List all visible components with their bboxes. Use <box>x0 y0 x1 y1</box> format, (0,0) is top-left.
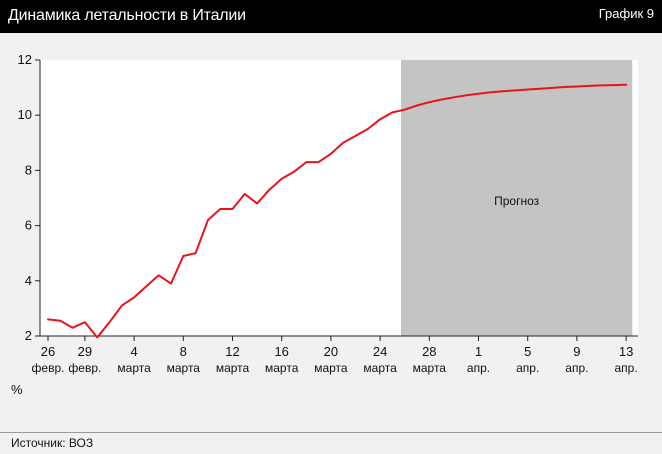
data-point <box>453 96 455 98</box>
y-tick-label: 2 <box>25 328 32 343</box>
data-point <box>219 208 221 210</box>
x-tick-label-day: 4 <box>130 344 137 359</box>
data-points <box>47 84 627 338</box>
data-point <box>539 88 541 90</box>
data-point <box>342 142 344 144</box>
x-tick-label-month: марта <box>413 361 447 375</box>
x-tick-label-month: марта <box>216 361 250 375</box>
chart-title: Динамика летальности в Италии <box>8 7 246 24</box>
data-point <box>108 321 111 323</box>
data-point <box>551 87 553 89</box>
data-point <box>465 94 467 96</box>
data-point <box>379 118 381 120</box>
data-point <box>527 88 529 91</box>
x-tick-label-month: марта <box>167 361 201 375</box>
data-point <box>564 86 566 88</box>
data-point <box>59 320 61 322</box>
data-point <box>268 189 270 191</box>
data-point <box>490 91 492 93</box>
data-point <box>318 161 320 163</box>
chart-header: Динамика летальности в Италии График 9 <box>0 0 662 33</box>
data-point <box>441 98 443 101</box>
data-point <box>121 305 123 307</box>
y-tick-label: 12 <box>18 52 32 67</box>
y-axis-unit: % <box>11 382 23 397</box>
x-tick-label-day: 5 <box>524 344 531 359</box>
data-point <box>47 318 49 321</box>
x-tick-label-day: 24 <box>373 344 387 359</box>
x-tick-label-day: 9 <box>573 344 580 359</box>
x-tick-label-month: марта <box>314 361 348 375</box>
x-tick-label-day: 16 <box>274 344 288 359</box>
data-point <box>207 219 209 221</box>
data-point <box>416 104 418 107</box>
x-tick-label-day: 20 <box>324 344 338 359</box>
data-point <box>502 90 504 92</box>
data-point <box>391 111 393 114</box>
data-point <box>195 252 197 254</box>
data-point <box>145 285 147 287</box>
y-axis-ticks: 2 4 6 8 10 12 <box>18 52 40 343</box>
data-point <box>244 193 246 195</box>
data-point <box>170 282 172 285</box>
data-point <box>367 128 369 130</box>
x-tick-label-day: 12 <box>225 344 239 359</box>
y-tick-label: 6 <box>25 218 32 233</box>
data-point <box>84 321 86 323</box>
x-tick-label-month: апр. <box>565 361 588 375</box>
x-tick-label-month: февр. <box>32 361 65 375</box>
y-tick-label: 8 <box>25 162 32 177</box>
footer-divider <box>0 432 662 433</box>
x-tick-label-day: 26 <box>41 344 55 359</box>
data-point <box>293 171 295 173</box>
x-tick-label-month: февр. <box>68 361 101 375</box>
data-point <box>72 327 74 329</box>
x-tick-label-month: апр. <box>615 361 638 375</box>
data-point <box>625 84 627 86</box>
data-point <box>576 85 578 88</box>
data-point <box>477 93 480 95</box>
data-point <box>600 84 603 86</box>
x-axis-ticks: 26 февр. 29 февр. 4 марта 8 марта 12 марта 16 марта… <box>32 336 638 375</box>
data-point <box>428 101 430 103</box>
mortality-rate-line <box>47 83 628 339</box>
x-tick-label-day: 29 <box>78 344 92 359</box>
data-point <box>133 296 135 298</box>
data-point <box>158 274 160 276</box>
data-point <box>330 153 332 155</box>
y-tick-label: 10 <box>18 107 32 122</box>
x-tick-label-day: 1 <box>475 344 482 359</box>
data-point <box>281 178 283 180</box>
data-point <box>354 135 357 137</box>
x-tick-label-month: марта <box>117 361 151 375</box>
data-point <box>404 109 406 111</box>
data-point <box>96 336 98 338</box>
data-point <box>182 255 184 257</box>
forecast-band <box>401 60 633 336</box>
data-point <box>256 202 258 205</box>
x-tick-label-day: 28 <box>422 344 436 359</box>
y-tick-label: 4 <box>25 273 32 288</box>
x-tick-label-month: марта <box>363 361 397 375</box>
data-point <box>514 89 517 91</box>
x-tick-label-month: марта <box>265 361 299 375</box>
source-note: Источник: ВОЗ <box>11 436 94 450</box>
data-point <box>305 161 307 163</box>
x-tick-label-month: апр. <box>467 361 490 375</box>
x-tick-label-month: апр. <box>516 361 539 375</box>
data-point <box>588 85 590 87</box>
forecast-label: Прогноз <box>494 194 540 208</box>
x-tick-label-day: 8 <box>180 344 187 359</box>
data-point <box>613 84 615 86</box>
chart-number-badge: График 9 <box>598 6 654 21</box>
x-tick-label-day: 13 <box>619 344 633 359</box>
data-point <box>231 208 234 210</box>
